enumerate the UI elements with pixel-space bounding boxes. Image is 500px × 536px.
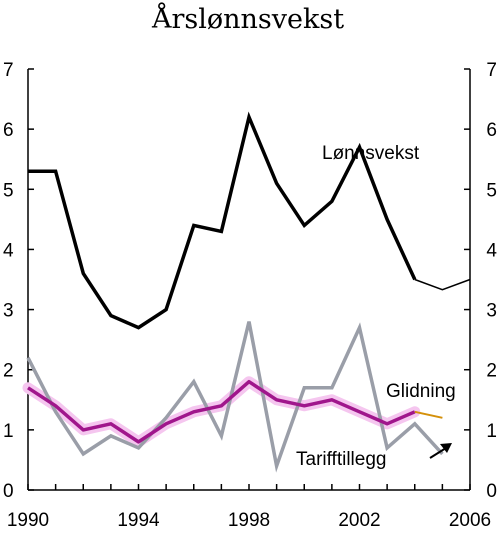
x-tick-label: 1994 [117, 510, 160, 531]
y-tick-label-right: 2 [486, 361, 497, 382]
annotation-lonnsvekst: Lønnsvekst [322, 143, 420, 164]
y-tick-label-right: 5 [486, 180, 497, 201]
arrow-shaft [429, 447, 447, 459]
y-tick-label-right: 4 [486, 240, 497, 261]
y-tick-label-left: 6 [3, 120, 14, 141]
arrow-head [440, 443, 452, 453]
x-tick-label: 2002 [338, 510, 380, 531]
y-tick-label-left: 3 [3, 301, 14, 322]
series-layer [22, 111, 471, 473]
y-tick-label-left: 5 [3, 180, 14, 201]
y-tick-label-right: 0 [486, 481, 497, 502]
x-tick-label: 2006 [449, 510, 491, 531]
series-line-tarifftillegg [26, 321, 444, 473]
y-tick-label-left: 0 [3, 481, 14, 502]
y-tick-label-right: 6 [486, 120, 497, 141]
x-tick-label: 1990 [7, 510, 49, 531]
y-tick-label-left: 4 [3, 240, 14, 261]
x-tick-label: 1998 [228, 510, 270, 531]
series-line-lonnsvekst-projection [414, 278, 471, 291]
y-tick-label-right: 1 [486, 421, 497, 442]
y-tick-label-right: 3 [486, 301, 497, 322]
series-line-glidning-projection [414, 410, 443, 419]
series-line-glidning [27, 379, 416, 444]
tick-labels: 0 0 1 1 2 2 3 3 4 4 5 5 6 6 7 7 1990 1994 1998 2002 2006 [3, 60, 497, 531]
series-line-lonnsvekst [28, 111, 417, 330]
tick-marks [27, 68, 471, 491]
y-tick-label-left: 1 [3, 421, 14, 442]
y-tick-label-right: 7 [486, 60, 497, 81]
y-tick-label-left: 2 [3, 361, 14, 382]
annotation-tarifftillegg: Tarifftillegg [296, 449, 386, 470]
chart-title: Årslønnsvekst [151, 2, 344, 35]
y-tick-label-left: 7 [3, 60, 14, 81]
annotation-glidning: Glidning [386, 381, 456, 402]
tarifftillegg-arrow [429, 443, 452, 459]
